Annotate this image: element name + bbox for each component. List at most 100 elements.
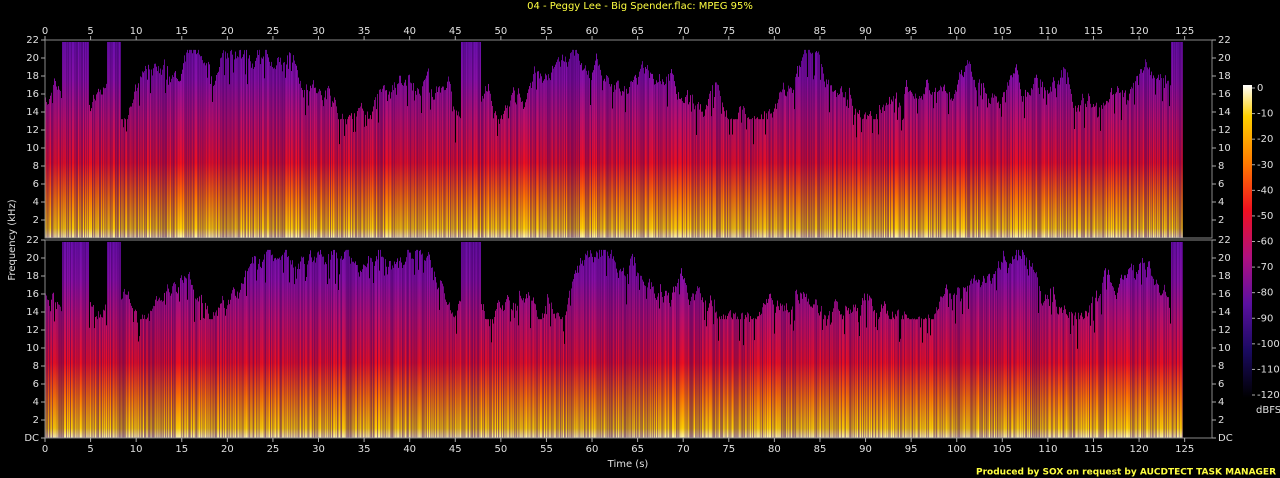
- spectrum-shade: [727, 40, 728, 118]
- spectrum-shade: [540, 319, 541, 438]
- spectrum-shade: [533, 74, 534, 239]
- spectrum-shade: [799, 40, 800, 66]
- spectrum-shade: [853, 124, 854, 238]
- spectrum-shade: [182, 69, 183, 239]
- spectrum-shade: [873, 119, 874, 238]
- spectrum-shade: [873, 240, 874, 312]
- spectrum-shade: [284, 252, 285, 438]
- spectrum-shade: [560, 319, 561, 438]
- x-tick-label: 95: [905, 444, 918, 455]
- spectrum-shade: [1009, 40, 1010, 80]
- spectrum-shade: [164, 240, 165, 293]
- spectrum-shade: [154, 63, 155, 239]
- spectrum-shade: [300, 261, 301, 438]
- spectrum-shade: [754, 240, 755, 341]
- spectrum-shade: [982, 281, 983, 438]
- spectrum-shade: [1152, 276, 1153, 438]
- spectrum-shade: [607, 251, 608, 438]
- spectrum-shade: [732, 134, 733, 238]
- spectrum-shade: [760, 240, 761, 316]
- spectrum-shade: [1089, 240, 1090, 306]
- spectrum-shade: [587, 74, 588, 238]
- spectrum-shade: [1056, 306, 1057, 438]
- spectrum-shade: [993, 97, 994, 238]
- spectrum-shade: [156, 296, 157, 438]
- spectrum-shade: [74, 41, 75, 239]
- spectrum-shade: [1013, 240, 1014, 260]
- spectrum-shade: [635, 75, 636, 238]
- spectrum-shade: [183, 40, 184, 64]
- y-tick-label: 20: [26, 253, 39, 264]
- spectrum-shade: [544, 314, 545, 438]
- spectrum-shade: [679, 240, 680, 295]
- spectrum-shade: [1075, 40, 1076, 106]
- spectrum-shade: [259, 240, 260, 260]
- spectrum-shade: [107, 41, 108, 239]
- spectrum-shade: [953, 98, 954, 238]
- spectrum-shade: [801, 60, 802, 239]
- spectrum-shade: [947, 289, 948, 438]
- spectrum-shade: [509, 240, 510, 301]
- spectrum-shade: [985, 92, 986, 238]
- spectrum-shade: [173, 40, 174, 77]
- spectrum-shade: [635, 240, 636, 264]
- spectrum-shade: [286, 40, 287, 65]
- spectrum-shade: [686, 40, 687, 96]
- spectrum-shade: [170, 295, 171, 438]
- spectrum-shade: [661, 40, 662, 85]
- spectrum-shade: [992, 40, 993, 94]
- spectrum-shade: [859, 110, 860, 238]
- spectrum-shade: [848, 107, 849, 238]
- spectrum-shade: [54, 321, 55, 438]
- spectrum-shade: [827, 40, 828, 85]
- spectrum-shade: [1036, 40, 1037, 75]
- spectrum-shade: [1164, 88, 1165, 238]
- spectrum-shade: [1048, 240, 1049, 300]
- spectrum-shade: [359, 40, 360, 108]
- spectrum-shade: [990, 103, 991, 239]
- spectrum-shade: [384, 275, 385, 438]
- spectrum-shade: [770, 40, 771, 114]
- spectrum-shade: [695, 294, 696, 438]
- spectrum-shade: [1157, 284, 1158, 438]
- spectrum-shade: [1129, 268, 1130, 438]
- spectrum-shade: [900, 338, 901, 438]
- spectrum-shade: [573, 240, 574, 280]
- spectrum-shade: [696, 40, 697, 135]
- y-tick-label: 2: [33, 415, 39, 426]
- spectrum-shade: [1138, 85, 1139, 238]
- spectrum-shade: [314, 40, 315, 88]
- spectrum-shade: [1093, 40, 1094, 105]
- y-tick-label: DC: [24, 433, 39, 444]
- spectrum-shade: [464, 241, 465, 438]
- spectrum-shade: [1156, 79, 1157, 238]
- spectrum-shade: [588, 240, 589, 258]
- spectrum-shade: [919, 316, 920, 438]
- spectrum-shade: [1007, 82, 1008, 239]
- spectrum-shade: [117, 240, 118, 242]
- spectrum-shade: [96, 240, 97, 317]
- spectrum-shade: [548, 74, 549, 238]
- spectrum-shade: [328, 240, 329, 255]
- spectrum-shade: [986, 282, 987, 438]
- spectrum-shade: [998, 101, 999, 238]
- colorbar-tick-label: -120: [1257, 390, 1280, 401]
- spectrum-shade: [1152, 240, 1153, 277]
- spectrum-shade: [611, 240, 612, 250]
- spectrum-shade: [1129, 40, 1130, 94]
- spectrum-shade: [55, 40, 56, 82]
- spectrum-shade: [285, 249, 286, 438]
- spectrum-shade: [599, 249, 600, 438]
- spectrum-shade: [1058, 40, 1059, 81]
- spectrum-shade: [824, 81, 825, 239]
- spectrum-shade: [968, 63, 969, 238]
- spectrum-shade: [967, 240, 968, 286]
- spectrum-shade: [136, 91, 137, 239]
- spectrum-shade: [335, 240, 336, 284]
- spectrum-shade: [541, 40, 542, 77]
- spectrum-shade: [541, 76, 542, 239]
- spectrum-shade: [193, 240, 194, 290]
- spectrum-shade: [601, 249, 602, 438]
- spectrum-shade: [960, 301, 961, 438]
- spectrum-shade: [572, 240, 573, 282]
